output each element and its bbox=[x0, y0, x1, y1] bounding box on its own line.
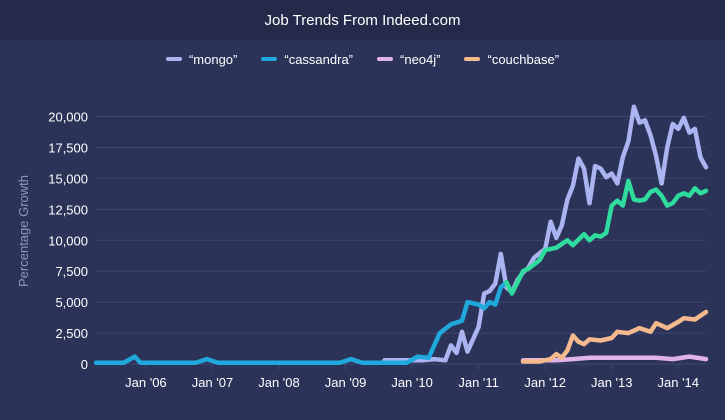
legend-label-mongo: “mongo” bbox=[188, 51, 238, 67]
series-line-4 bbox=[520, 309, 709, 364]
legend-item-couchbase[interactable]: “couchbase” bbox=[464, 52, 559, 67]
legend-swatch-mongo bbox=[165, 57, 182, 61]
chart-title: Job Trends From Indeed.com bbox=[0, 0, 725, 40]
legend: “mongo” “cassandra” “neo4j” “couchbase” bbox=[0, 46, 725, 72]
x-tick-label: Jan '08 bbox=[258, 375, 300, 390]
legend-label-neo4j: “neo4j” bbox=[400, 51, 441, 67]
x-tick-label: Jan '06 bbox=[125, 375, 167, 390]
legend-label-cassandra: “cassandra” bbox=[284, 51, 354, 67]
legend-label-couchbase: “couchbase” bbox=[487, 51, 560, 67]
x-tick-label: Jan '11 bbox=[458, 375, 499, 390]
x-tick-label: Jan '14 bbox=[658, 375, 700, 390]
y-tick-label: 0 bbox=[81, 357, 88, 372]
x-tick-label: Jan '13 bbox=[591, 375, 633, 390]
legend-item-neo4j[interactable]: “neo4j” bbox=[377, 52, 440, 67]
y-axis-title: Percentage Growth bbox=[16, 175, 31, 287]
x-tick-label: Jan '09 bbox=[325, 375, 367, 390]
legend-swatch-cassandra bbox=[261, 57, 278, 61]
series-line-2 bbox=[504, 178, 709, 296]
y-tick-label: 12,500 bbox=[48, 202, 88, 217]
legend-item-mongo[interactable]: “mongo” bbox=[165, 51, 238, 67]
y-tick-label: 2,500 bbox=[55, 326, 88, 341]
x-tick-label: Jan '12 bbox=[524, 375, 566, 390]
x-tick-label: Jan '07 bbox=[192, 375, 234, 390]
y-tick-label: 15,000 bbox=[48, 171, 88, 186]
y-tick-label: 7,500 bbox=[55, 264, 88, 279]
y-tick-label: 17,500 bbox=[48, 140, 88, 155]
y-tick-label: 10,000 bbox=[48, 233, 88, 248]
y-tick-label: 20,000 bbox=[48, 110, 88, 125]
series-line-3 bbox=[520, 354, 709, 363]
legend-item-cassandra[interactable]: “cassandra” bbox=[261, 52, 353, 67]
series-line-0 bbox=[382, 104, 709, 363]
series-line-1 bbox=[93, 280, 509, 366]
legend-swatch-neo4j bbox=[377, 57, 394, 61]
y-tick-label: 5,000 bbox=[55, 295, 88, 310]
x-tick-label: Jan '10 bbox=[391, 375, 433, 390]
legend-swatch-couchbase bbox=[464, 57, 481, 61]
